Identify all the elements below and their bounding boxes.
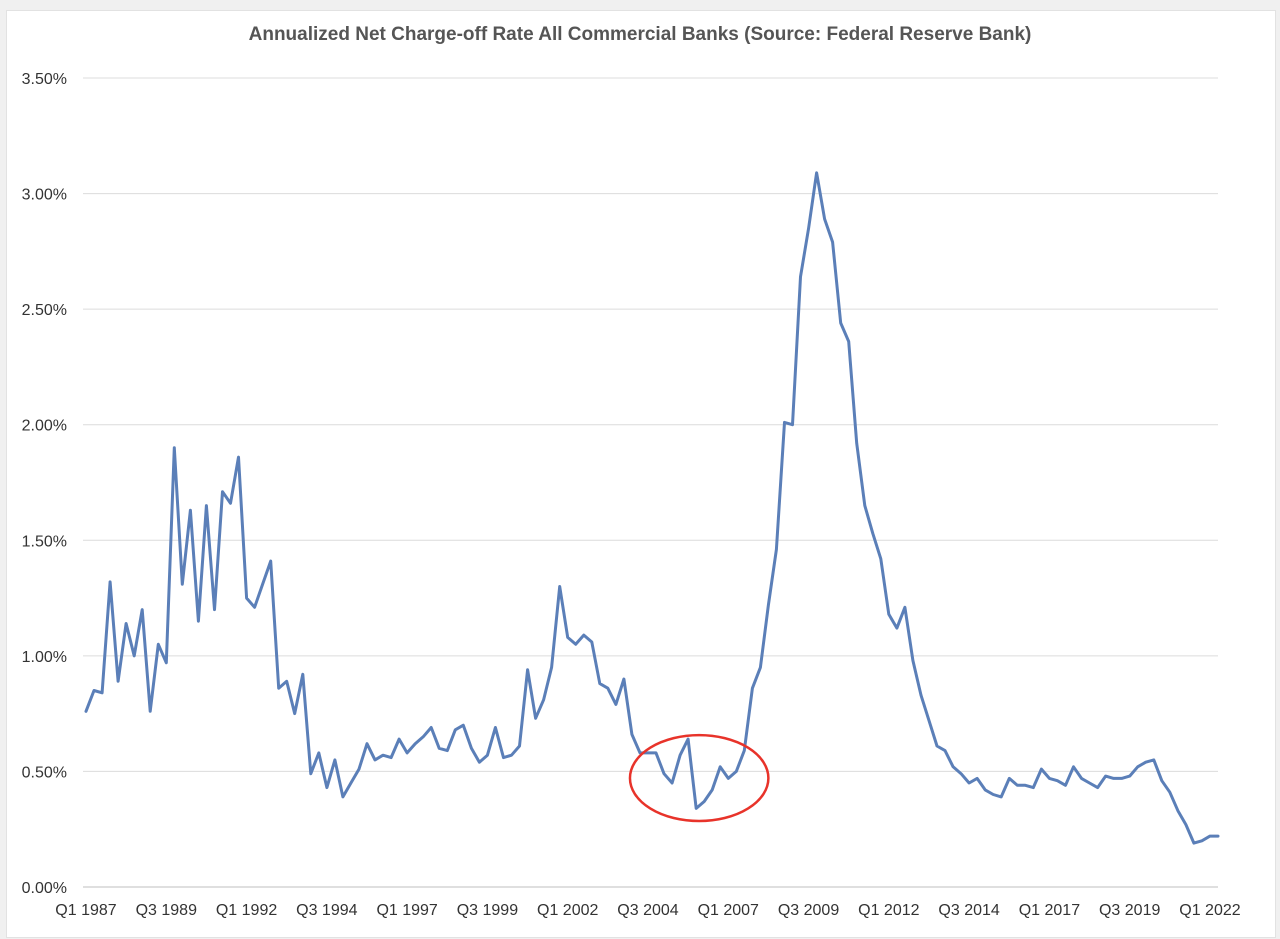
x-tick-label: Q1 2012 (858, 902, 919, 919)
x-tick-label: Q1 1987 (55, 902, 116, 919)
y-tick-label: 0.50% (22, 764, 67, 781)
x-tick-label: Q3 1999 (457, 902, 518, 919)
y-tick-label: 1.00% (22, 649, 67, 666)
x-tick-label: Q3 2009 (778, 902, 839, 919)
y-tick-label: 3.50% (22, 71, 67, 88)
y-tick-label: 2.00% (22, 418, 67, 435)
x-tick-label: Q1 1992 (216, 902, 277, 919)
x-tick-label: Q1 1997 (376, 902, 437, 919)
series-line (84, 171, 1220, 845)
x-tick-label: Q1 2017 (1019, 902, 1080, 919)
x-tick-label: Q3 1989 (136, 902, 197, 919)
grid-lines (83, 77, 1218, 888)
x-tick-label: Q1 2022 (1179, 902, 1240, 919)
chart-title: Annualized Net Charge-off Rate All Comme… (248, 24, 1032, 45)
y-tick-label: 2.50% (22, 302, 67, 319)
y-tick-label: 0.00% (22, 880, 67, 897)
x-tick-label: Q3 2004 (617, 902, 678, 919)
y-tick-label: 1.50% (22, 533, 67, 550)
x-tick-label: Q1 2007 (698, 902, 759, 919)
x-tick-label: Q3 1994 (296, 902, 357, 919)
y-axis-ticks: 0.00% 0.50% 1.00% 1.50% 2.00% 2.50% 3.00% 3.50% (22, 71, 67, 897)
x-tick-label: Q3 2014 (938, 902, 999, 919)
annotation-ellipse (628, 733, 770, 823)
x-tick-label: Q1 2002 (537, 902, 598, 919)
y-tick-label: 3.00% (22, 187, 67, 204)
x-axis-ticks: Q1 1987 Q3 1989 Q1 1992 Q3 1994 Q1 1997 Q3 19… (55, 902, 1240, 919)
x-tick-label: Q3 2019 (1099, 902, 1160, 919)
